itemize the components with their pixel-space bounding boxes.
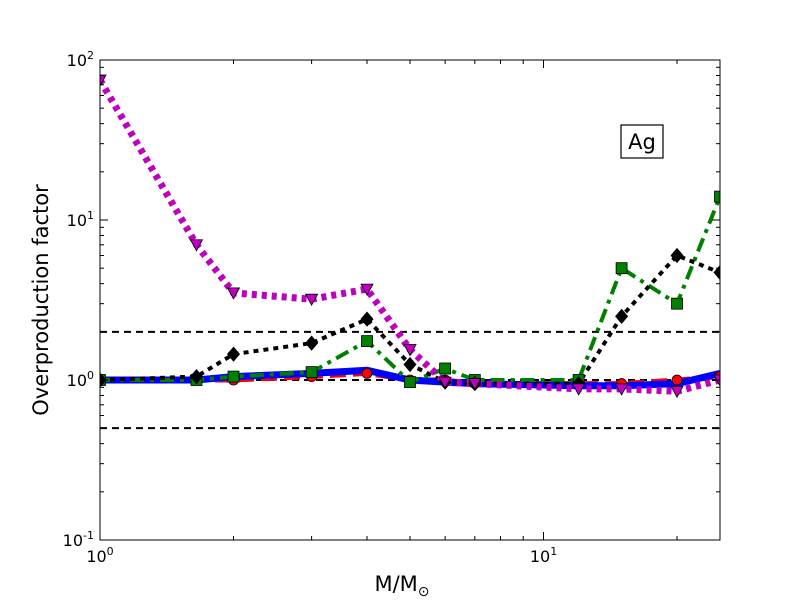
data-point bbox=[670, 247, 684, 264]
y-axis-title: Overproduction factor bbox=[29, 184, 53, 416]
data-point bbox=[403, 356, 417, 373]
data-point bbox=[671, 374, 683, 386]
annotation-box: Ag bbox=[620, 124, 664, 159]
x-tick-label: 100 bbox=[86, 545, 113, 566]
data-point bbox=[614, 383, 629, 396]
data-point bbox=[100, 74, 107, 87]
data-point bbox=[714, 190, 720, 203]
x-tick-label: 101 bbox=[530, 545, 557, 566]
data-point bbox=[468, 378, 482, 391]
series-line-5 bbox=[100, 78, 720, 395]
annotation-label: Ag bbox=[628, 130, 656, 154]
series-line-4 bbox=[100, 253, 720, 386]
data-point bbox=[439, 362, 452, 375]
data-point bbox=[713, 264, 720, 281]
data-point bbox=[227, 370, 240, 383]
data-point bbox=[304, 293, 319, 307]
data-point bbox=[670, 385, 684, 399]
y-tick-label: 100 bbox=[67, 369, 94, 390]
x-axis-title-main: M/M bbox=[374, 572, 417, 596]
data-point bbox=[226, 346, 241, 362]
data-point bbox=[571, 383, 586, 396]
data-point bbox=[361, 335, 373, 348]
plot-background bbox=[100, 60, 720, 540]
data-point bbox=[361, 367, 373, 379]
data-point bbox=[226, 287, 241, 300]
y-tick-label: 10-1 bbox=[63, 529, 94, 550]
data-point bbox=[305, 335, 319, 351]
data-point bbox=[615, 262, 628, 275]
data-point bbox=[305, 366, 318, 379]
y-tick-label: 102 bbox=[67, 49, 94, 70]
y-tick-label: 101 bbox=[67, 209, 94, 230]
data-point bbox=[360, 311, 374, 327]
x-axis-title: M/M⊙ bbox=[374, 572, 429, 600]
x-axis-title-sub: ⊙ bbox=[418, 584, 430, 600]
data-point bbox=[671, 297, 683, 310]
data-point bbox=[360, 283, 374, 296]
data-point bbox=[189, 368, 203, 385]
data-point bbox=[615, 308, 629, 324]
data-point bbox=[403, 344, 417, 357]
data-point bbox=[438, 376, 452, 389]
data-point bbox=[404, 376, 416, 389]
data-point bbox=[189, 239, 204, 252]
